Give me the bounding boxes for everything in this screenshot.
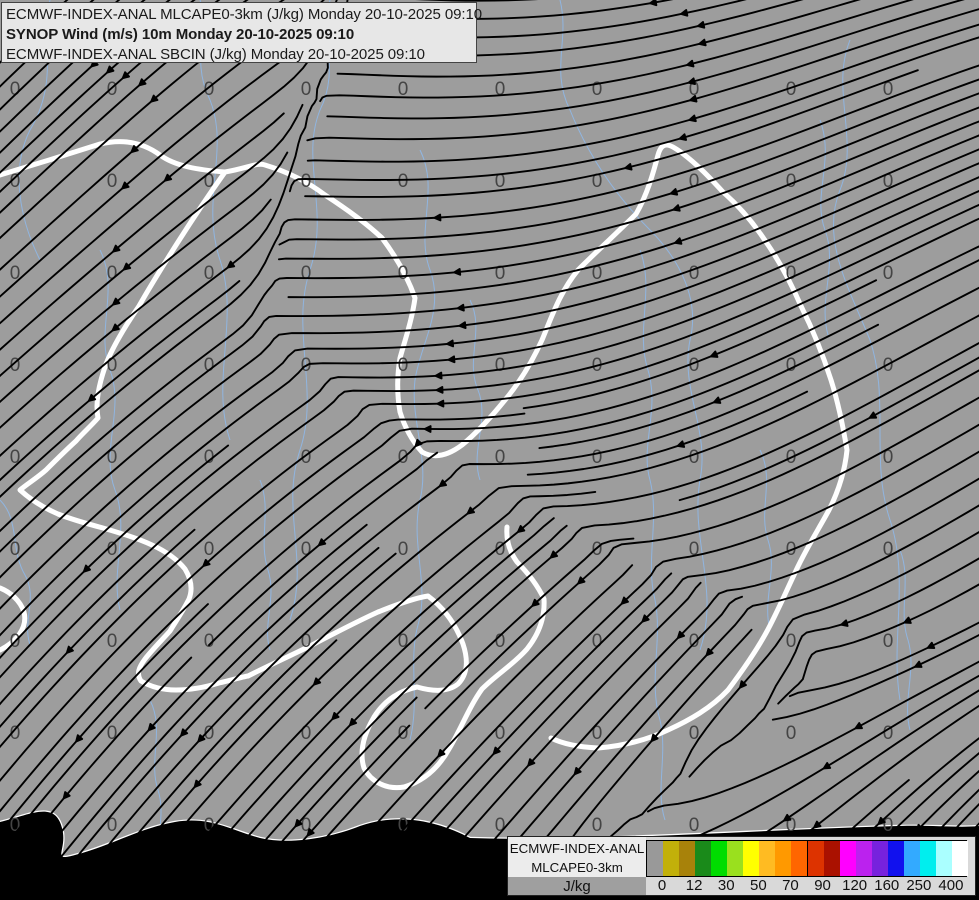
svg-text:0: 0 <box>107 263 118 284</box>
svg-text:0: 0 <box>689 355 700 376</box>
svg-text:0: 0 <box>592 79 603 100</box>
svg-text:0: 0 <box>786 631 797 652</box>
svg-text:0: 0 <box>592 815 603 836</box>
svg-text:0: 0 <box>398 539 409 560</box>
svg-text:0: 0 <box>495 723 506 744</box>
svg-text:0: 0 <box>107 79 118 100</box>
svg-text:0: 0 <box>301 263 312 284</box>
svg-text:0: 0 <box>398 263 409 284</box>
svg-text:0: 0 <box>689 171 700 192</box>
svg-text:0: 0 <box>398 355 409 376</box>
svg-text:0: 0 <box>689 263 700 284</box>
svg-text:0: 0 <box>10 539 21 560</box>
svg-text:0: 0 <box>786 263 797 284</box>
svg-text:0: 0 <box>689 815 700 836</box>
svg-text:0: 0 <box>10 79 21 100</box>
svg-text:0: 0 <box>786 723 797 744</box>
svg-text:0: 0 <box>495 79 506 100</box>
svg-text:0: 0 <box>786 355 797 376</box>
svg-text:0: 0 <box>495 631 506 652</box>
svg-text:0: 0 <box>107 447 118 468</box>
svg-text:0: 0 <box>301 171 312 192</box>
svg-text:0: 0 <box>592 723 603 744</box>
svg-text:0: 0 <box>398 171 409 192</box>
svg-text:0: 0 <box>398 723 409 744</box>
svg-text:0: 0 <box>592 447 603 468</box>
svg-text:0: 0 <box>495 355 506 376</box>
svg-text:0: 0 <box>689 631 700 652</box>
svg-text:0: 0 <box>107 631 118 652</box>
svg-text:0: 0 <box>883 631 894 652</box>
svg-text:0: 0 <box>883 263 894 284</box>
svg-text:0: 0 <box>592 631 603 652</box>
svg-text:0: 0 <box>689 447 700 468</box>
svg-text:0: 0 <box>301 79 312 100</box>
svg-text:0: 0 <box>592 539 603 560</box>
svg-text:0: 0 <box>107 171 118 192</box>
